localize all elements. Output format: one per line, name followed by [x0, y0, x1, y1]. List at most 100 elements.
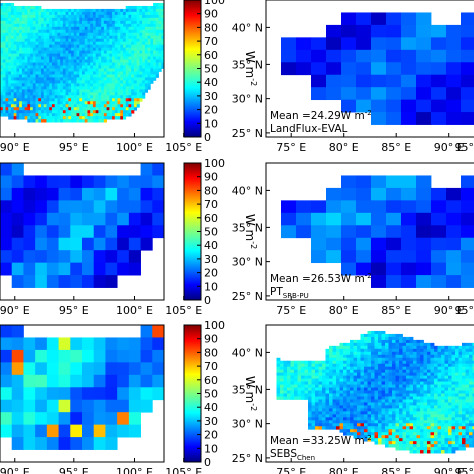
- heatmap-cell: [43, 14, 47, 19]
- heatmap-cell: [95, 98, 99, 102]
- heatmap-cell: [339, 354, 344, 359]
- heatmap-cell: [374, 357, 379, 362]
- heatmap-cell: [392, 399, 396, 403]
- heatmap-cell: [315, 408, 319, 412]
- heatmap-cell: [41, 71, 45, 75]
- heatmap-cell: [140, 387, 153, 401]
- heatmap-cell: [112, 35, 116, 40]
- heatmap-cell: [117, 349, 130, 363]
- heatmap-cell: [434, 435, 438, 439]
- heatmap-cell: [150, 65, 154, 69]
- heatmap-cell: [105, 349, 118, 363]
- heatmap-cell: [54, 92, 58, 96]
- heatmap-cell: [65, 89, 69, 93]
- heatmap-cell: [147, 59, 151, 63]
- heatmap-cell: [24, 98, 28, 102]
- heatmap-cell: [367, 438, 372, 442]
- heatmap-cell: [469, 375, 473, 380]
- heatmap-cell: [19, 80, 23, 84]
- heatmap-cell: [35, 250, 48, 264]
- heatmap-cell: [152, 337, 164, 351]
- heatmap-cell: [395, 345, 400, 350]
- heatmap-cell: [13, 50, 17, 55]
- heatmap-cell: [21, 92, 25, 96]
- heatmap-cell: [60, 77, 64, 81]
- heatmap-cell: [10, 71, 15, 75]
- heatmap-cell: [441, 357, 445, 362]
- heatmap-cell: [8, 92, 12, 96]
- heatmap-cell: [95, 26, 99, 31]
- heatmap-cell: [49, 23, 53, 28]
- heatmap-cell: [392, 417, 396, 421]
- x-tick-label: 95° E: [59, 304, 89, 317]
- heatmap-cell: [318, 384, 323, 388]
- heatmap-cell: [311, 372, 316, 377]
- heatmap-cell: [462, 405, 466, 409]
- heatmap-cell: [79, 38, 83, 43]
- heatmap-cell: [103, 17, 107, 22]
- heatmap-cell: [5, 29, 9, 34]
- heatmap-cell: [109, 71, 113, 75]
- heatmap-cell: [147, 62, 151, 66]
- heatmap-cell: [290, 396, 295, 400]
- heatmap-cell: [441, 375, 445, 380]
- heatmap-cell: [90, 101, 94, 105]
- heatmap-cell: [381, 399, 386, 403]
- heatmap-cell: [21, 14, 25, 19]
- heatmap-cell: [95, 119, 99, 123]
- heatmap-cell: [395, 438, 400, 442]
- heatmap-cell: [46, 437, 59, 450]
- heatmap-cell: [430, 384, 435, 388]
- heatmap-cell: [301, 384, 305, 388]
- heatmap-cell: [60, 17, 64, 22]
- heatmap-cell: [95, 89, 99, 93]
- heatmap-cell: [112, 92, 116, 96]
- heatmap-cell: [448, 384, 452, 388]
- heatmap-cell: [10, 59, 15, 63]
- heatmap-cell: [73, 11, 77, 16]
- heatmap-cell: [13, 101, 17, 105]
- heatmap-cell: [322, 423, 326, 427]
- heatmap-cell: [462, 438, 466, 442]
- heatmap-cell: [444, 399, 449, 403]
- heatmap-cell: [142, 92, 146, 96]
- heatmap-cell: [155, 32, 159, 37]
- heatmap-cell: [106, 62, 110, 66]
- heatmap-cell: [392, 378, 396, 382]
- heatmap-cell: [462, 375, 466, 380]
- heatmap-cell: [54, 38, 58, 43]
- heatmap-cell: [54, 110, 58, 114]
- heatmap-cell: [381, 330, 386, 335]
- heatmap-cell: [8, 59, 12, 63]
- heatmap-cell: [332, 399, 337, 403]
- heatmap-cell: [114, 8, 118, 13]
- heatmap-cell: [378, 420, 382, 424]
- heatmap-cell: [125, 32, 129, 37]
- heatmap-cell: [123, 101, 127, 105]
- heatmap-cell: [153, 62, 157, 66]
- heatmap-cell: [125, 44, 129, 49]
- heatmap-cell: [343, 423, 347, 427]
- heatmap-cell: [469, 378, 473, 382]
- heatmap-cell: [35, 23, 39, 28]
- heatmap-cell: [378, 390, 382, 394]
- heatmap-cell: [92, 23, 97, 28]
- heatmap-cell: [123, 116, 127, 120]
- heatmap-cell: [32, 44, 36, 49]
- heatmap-cell: [416, 49, 432, 63]
- heatmap-cell: [311, 49, 327, 63]
- heatmap-cell: [343, 393, 347, 397]
- heatmap-cell: [353, 339, 358, 344]
- heatmap-cell: [378, 417, 382, 421]
- heatmap-cell: [431, 87, 447, 101]
- heatmap-cell: [71, 47, 75, 52]
- heatmap-cell: [381, 369, 386, 374]
- heatmap-cell: [399, 333, 403, 338]
- heatmap-cell: [427, 384, 431, 388]
- heatmap-cell: [2, 71, 6, 75]
- heatmap-cell: [353, 345, 358, 350]
- heatmap-cell: [461, 275, 474, 288]
- heatmap-cell: [51, 80, 56, 84]
- heatmap-cell: [57, 95, 61, 99]
- heatmap-cell: [60, 101, 64, 105]
